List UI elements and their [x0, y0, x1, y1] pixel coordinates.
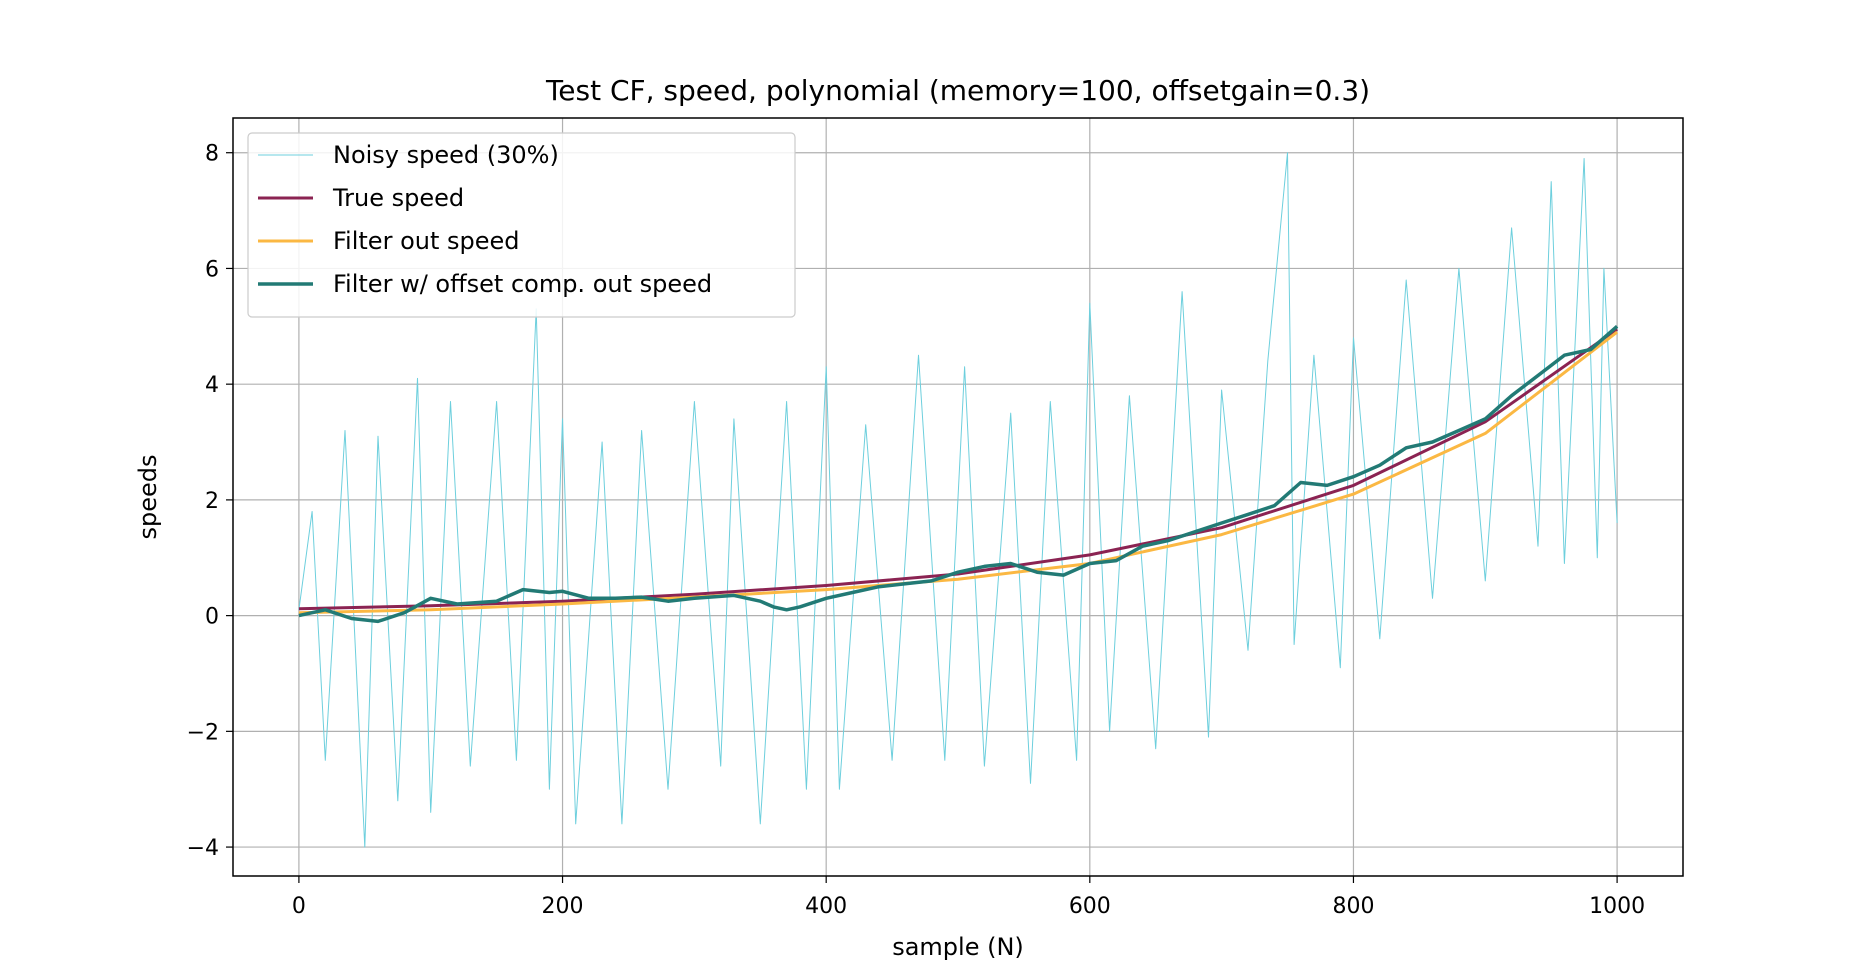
y-tick-label: 8 — [205, 142, 219, 167]
legend-label: Noisy speed (30%) — [333, 141, 559, 169]
x-tick-label: 0 — [292, 894, 306, 919]
series-line-3 — [298, 330, 1619, 615]
y-tick-label: −4 — [187, 836, 219, 861]
x-tick-label: 200 — [542, 894, 584, 919]
y-tick-label: 0 — [205, 605, 219, 630]
y-tick-label: −2 — [187, 720, 219, 745]
x-axis-label: sample (N) — [892, 933, 1024, 961]
y-tick-label: 2 — [205, 489, 219, 514]
y-axis-label: speeds — [134, 454, 162, 539]
legend-label: Filter out speed — [333, 227, 520, 255]
series-line-4 — [298, 324, 1619, 624]
legend-box — [247, 132, 796, 318]
chart-title: Test CF, speed, polynomial (memory=100, … — [545, 74, 1370, 107]
legend-label: Filter w/ offset comp. out speed — [333, 270, 712, 298]
x-tick-label: 400 — [805, 894, 847, 919]
y-tick-label: 4 — [205, 373, 219, 398]
legend-label: True speed — [332, 184, 464, 212]
x-tick-label: 800 — [1332, 894, 1374, 919]
x-tick-label: 1000 — [1589, 894, 1645, 919]
plot-series — [298, 152, 1619, 848]
x-tick-label: 600 — [1069, 894, 1111, 919]
series-line-1 — [298, 152, 1618, 848]
legend: Noisy speed (30%) True speed Filter out sp… — [247, 132, 796, 318]
plot-frame — [232, 117, 1684, 877]
axis-ticks: 0 200 400 600 800 1000 −4 −2 0 2 4 6 8 — [187, 142, 1646, 919]
y-tick-label: 6 — [205, 257, 219, 282]
